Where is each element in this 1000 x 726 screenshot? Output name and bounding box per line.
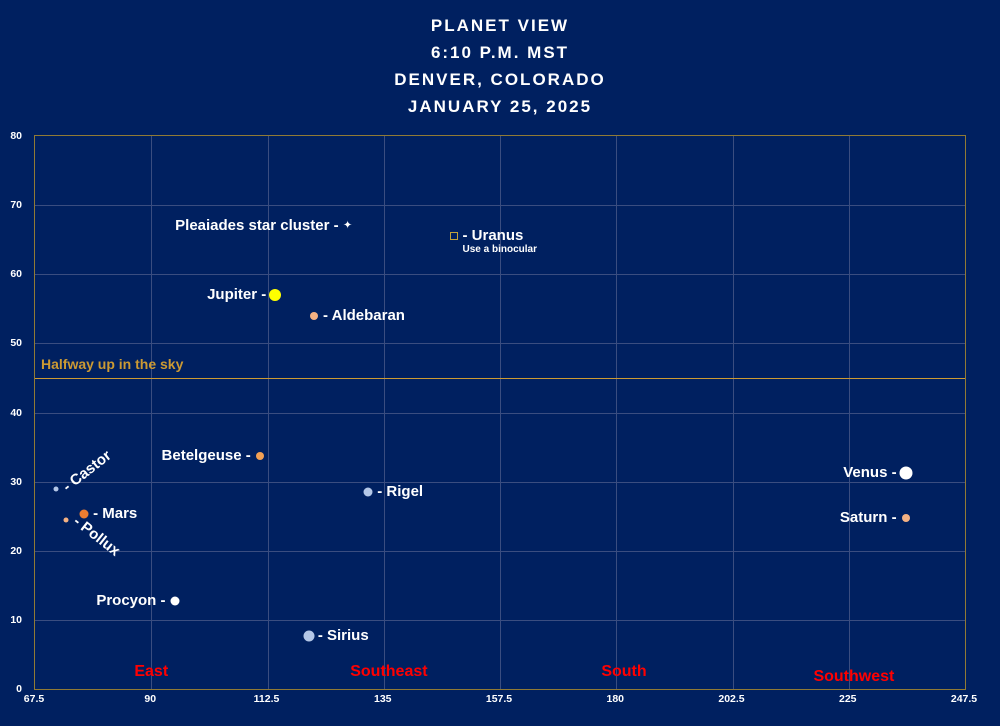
x-axis: 67.5 90 112.5 135 157.5 180 202.5 225 247.5	[24, 693, 977, 709]
y-tick-label: 0	[16, 683, 22, 695]
horizontal-gridline	[35, 481, 965, 483]
direction-label-south: South	[601, 663, 647, 681]
direction-label-southwest: Southwest	[813, 667, 895, 685]
aldebaran-label: - Aldebaran	[323, 306, 405, 326]
rigel-label: - Rigel	[377, 482, 423, 502]
x-tick-label: 67.5	[23, 693, 45, 705]
title-line-1: PLANET VIEW	[430, 16, 570, 35]
horizontal-gridline	[35, 619, 965, 621]
sirius-marker-icon	[303, 630, 315, 642]
mars-label-text: - Mars	[93, 505, 138, 523]
y-axis: 0 10 20 30 40 50 60 70 80	[0, 130, 28, 695]
procyon-label-text: Procyon -	[96, 592, 166, 610]
horizontal-gridline	[35, 343, 965, 345]
aldebaran-label-text: - Aldebaran	[323, 306, 405, 324]
y-tick-label: 50	[10, 337, 22, 350]
uranus-label-text: - Uranus	[462, 227, 524, 245]
procyon-label: Procyon -	[96, 591, 165, 611]
pleiades-label: Pleaiades star cluster -	[175, 216, 338, 236]
procyon-marker-icon	[170, 596, 179, 606]
castor-marker-icon	[53, 486, 59, 492]
chart-title: PLANET VIEW 6:10 P.M. MST DENVER, COLORA…	[0, 12, 1000, 120]
y-tick-label: 30	[10, 475, 22, 488]
castor-label: - Castor	[58, 446, 115, 497]
halfway-line	[35, 377, 965, 379]
sirius-label: - Sirius	[318, 626, 369, 646]
sirius-label-text: - Sirius	[317, 626, 369, 644]
x-tick-label: 157.5	[485, 693, 513, 705]
x-tick-label: 225	[838, 693, 857, 705]
pollux-marker-icon	[63, 517, 69, 523]
horizontal-gridline	[35, 412, 965, 414]
y-tick-label: 20	[10, 544, 22, 557]
venus-label-text: Venus -	[843, 464, 897, 482]
castor-label-text: - Castor	[59, 446, 115, 495]
jupiter-label-text: Jupiter -	[207, 285, 267, 303]
plot-area: Halfway up in the sky East Southeast South S…	[34, 135, 966, 690]
horizontal-gridline	[35, 274, 965, 276]
pleiades-label-text: Pleaiades star cluster -	[175, 216, 339, 234]
aldebaran-marker-icon	[310, 311, 318, 320]
betelgeuse-marker-icon	[255, 452, 264, 461]
x-tick-label: 90	[144, 693, 157, 705]
pleiades-marker-icon: ✦	[342, 219, 353, 232]
betelgeuse-label: Betelgeuse -	[162, 446, 251, 466]
betelgeuse-label-text: Betelgeuse -	[161, 447, 251, 465]
y-tick-label: 70	[10, 199, 22, 212]
jupiter-label: Jupiter -	[207, 285, 266, 305]
y-tick-label: 80	[10, 130, 22, 142]
saturn-label: Saturn -	[840, 508, 897, 528]
title-line-4: JANUARY 25, 2025	[407, 97, 593, 116]
x-tick-label: 180	[606, 693, 625, 705]
venus-label: Venus -	[843, 463, 896, 483]
horizontal-gridline	[35, 550, 965, 552]
title-line-3: DENVER, COLORADO	[394, 70, 606, 89]
horizontal-gridline	[35, 205, 965, 207]
y-tick-label: 40	[10, 406, 22, 419]
mars-marker-icon	[79, 509, 89, 519]
halfway-label: Halfway up in the sky	[41, 355, 184, 372]
venus-marker-icon	[899, 466, 913, 480]
y-tick-label: 10	[10, 613, 22, 626]
mars-label: - Mars	[93, 504, 137, 524]
x-tick-label: 135	[373, 693, 392, 705]
rigel-label-text: - Rigel	[377, 482, 424, 500]
uranus-label: - Uranus Use a binocular	[463, 226, 537, 255]
direction-label-east: East	[134, 663, 169, 681]
x-tick-label: 247.5	[950, 693, 978, 705]
saturn-label-text: Saturn -	[839, 509, 897, 527]
x-tick-label: 202.5	[718, 693, 745, 705]
x-tick-label: 112.5	[253, 693, 280, 705]
direction-label-southeast: Southeast	[350, 663, 428, 681]
y-tick-label: 60	[10, 268, 22, 281]
jupiter-marker-icon	[269, 288, 282, 301]
rigel-marker-icon	[363, 487, 373, 497]
uranus-marker-icon	[449, 232, 458, 241]
saturn-marker-icon	[901, 514, 910, 523]
title-line-2: 6:10 P.M. MST	[430, 43, 570, 62]
uranus-note: Use a binocular	[462, 244, 537, 256]
